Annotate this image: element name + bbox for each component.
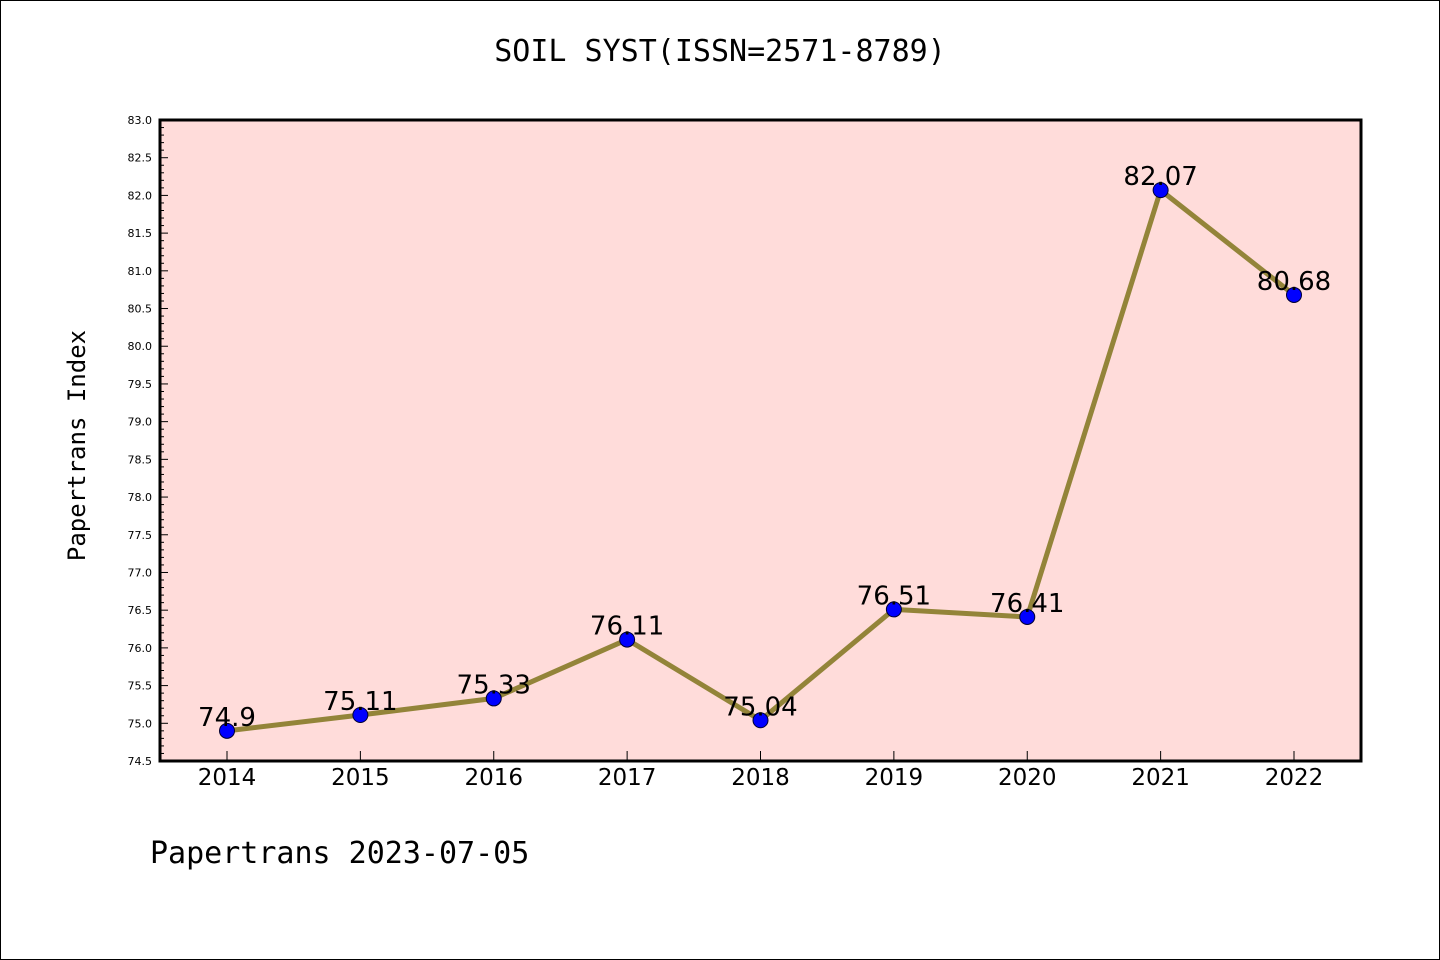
data-label: 75.33 [457,670,531,700]
data-label: 82.07 [1123,162,1197,192]
data-point [352,706,369,723]
y-tick-label: 74.5 [128,755,153,768]
y-tick-label: 76.5 [128,604,153,617]
y-axis-label: Papertrans Index [63,330,91,561]
y-tick-label: 79.0 [128,416,153,429]
y-tick-label: 76.0 [128,642,153,655]
y-tick-label: 82.0 [128,189,153,202]
x-tick-label: 2016 [464,765,523,791]
y-tick-label: 80.0 [128,340,153,353]
plot-area [160,120,1361,761]
data-labels: 74.9 75.11 75.33 76.11 75.04 76.51 76.41 82.07 8… [198,162,1331,733]
x-tick-label: 2018 [731,765,790,791]
y-tick-label: 75.0 [128,717,153,730]
x-tick-label: 2015 [331,765,390,791]
x-tick-label: 2020 [998,765,1057,791]
data-point [1286,286,1302,303]
footer-text: Papertrans 2023-07-05 [150,836,530,871]
data-point [885,601,902,618]
series-group [219,182,1302,739]
data-label: 76.51 [857,581,931,611]
data-point [1019,608,1036,625]
y-tick-label: 79.5 [128,378,153,391]
y-tick-label: 82.5 [128,152,153,165]
y-tick-label: 83.0 [128,114,153,127]
y-tick-label: 78.0 [128,491,153,504]
data-point [1152,182,1169,199]
data-label: 76.41 [990,589,1064,619]
data-point [485,690,502,707]
x-tick-label: 2017 [598,765,657,791]
plot-border [158,118,1363,763]
y-tick-label: 75.5 [128,680,153,693]
x-tick-label: 2022 [1265,765,1324,791]
data-label: 74.9 [198,703,256,733]
x-tick-label: 2021 [1131,765,1190,791]
data-point [619,631,636,648]
y-tick-label: 80.5 [128,303,153,316]
x-tick-label: 2014 [198,765,257,791]
y-tick-label: 78.5 [128,453,153,466]
data-point [752,712,769,729]
x-axis: 2014 2015 2016 2017 2018 2019 2020 2021 2022 [198,751,1324,791]
y-tick-label: 81.5 [128,227,153,240]
chart-title: SOIL SYST(ISSN=2571-8789) [494,34,946,69]
data-point [219,722,235,739]
y-axis: 74.5 75.0 75.5 76.0 76.5 77.0 77.5 78.0 78.5 79.0… [128,114,168,768]
data-label: 76.11 [590,612,664,642]
y-tick-label: 81.0 [128,265,153,278]
data-label: 75.11 [323,687,397,717]
y-tick-label: 77.0 [128,566,153,579]
x-tick-label: 2019 [865,765,924,791]
y-tick-label: 77.5 [128,529,153,542]
data-label: 75.04 [723,692,797,722]
data-label: 80.68 [1257,267,1331,297]
